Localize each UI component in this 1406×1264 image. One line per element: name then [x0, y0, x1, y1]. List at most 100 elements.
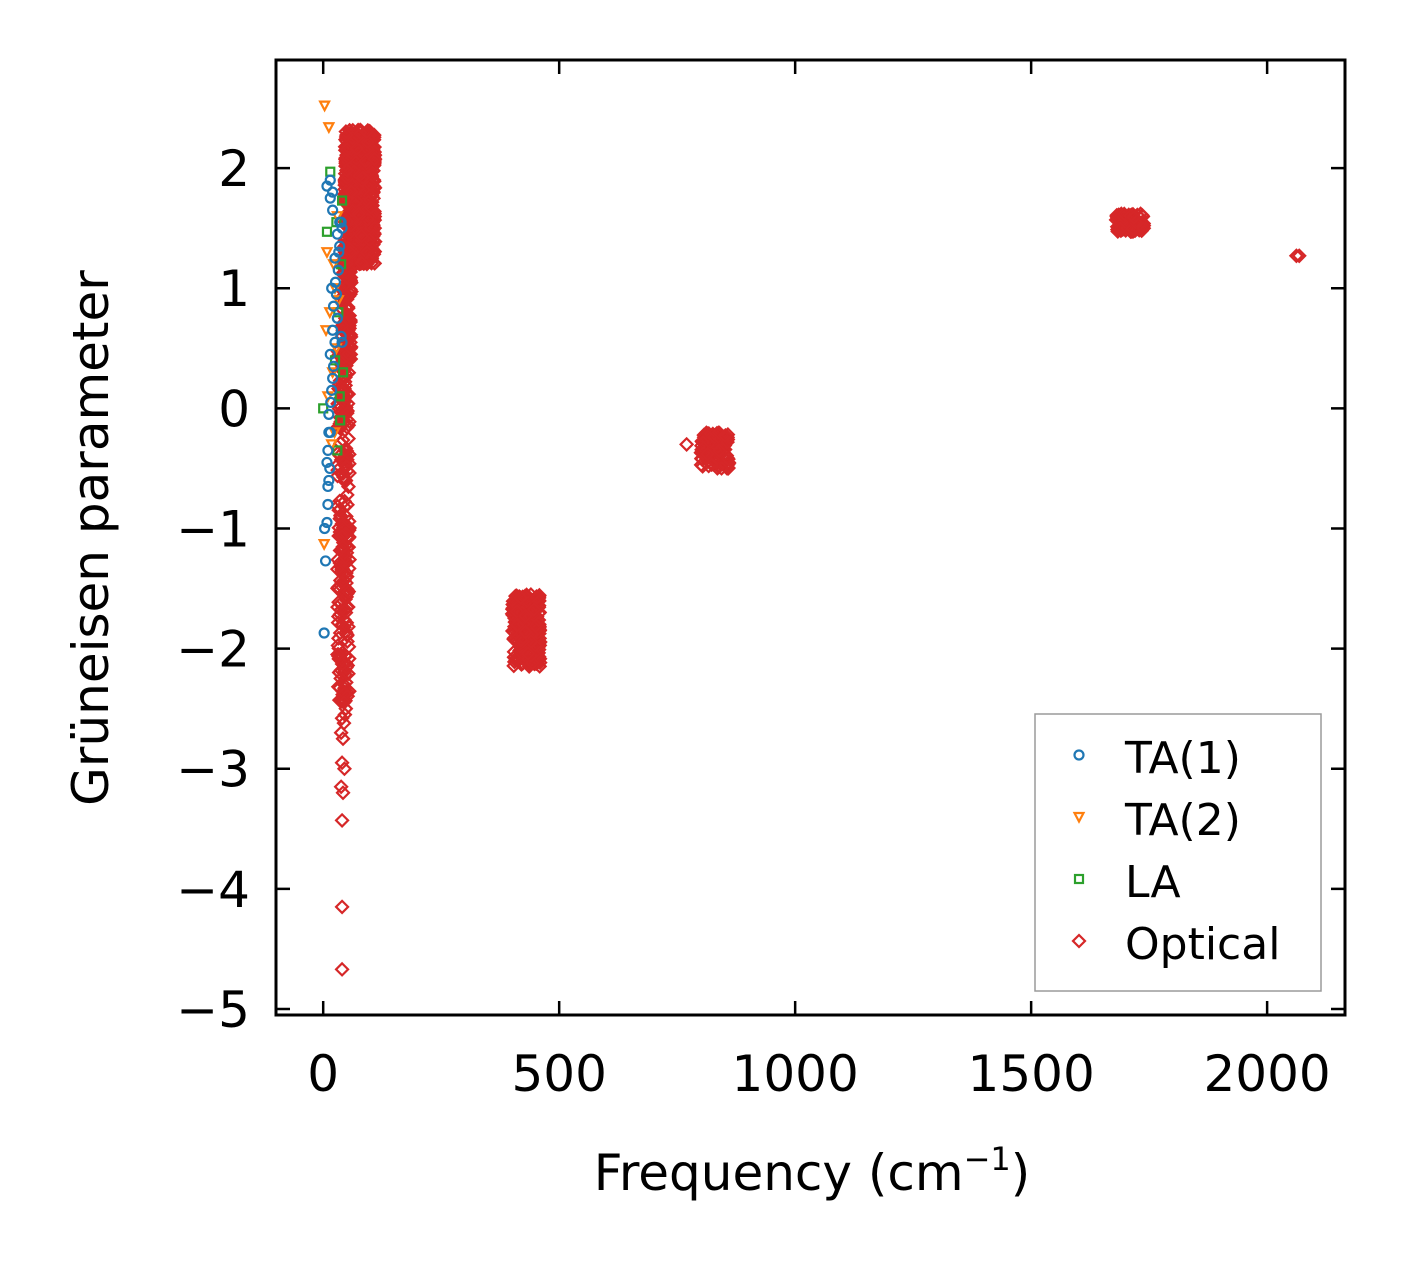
point-ta1 [336, 336, 348, 348]
point-ta2 [320, 247, 334, 260]
point-la [321, 226, 333, 237]
point-optical-cluster2 [348, 151, 365, 167]
point-optical-cluster2 [356, 128, 372, 145]
point-optical-cluster2 [351, 206, 367, 222]
point-optical-cluster5 [1136, 220, 1152, 236]
point-optical [335, 785, 351, 801]
point-optical-cluster3 [526, 602, 542, 618]
point-optical-cluster0 [339, 497, 355, 513]
point-optical-cluster4 [719, 460, 735, 476]
point-optical-cluster0 [332, 555, 348, 571]
point-optical-cluster5 [1126, 210, 1142, 226]
point-ta2 [330, 343, 343, 356]
y-tick-label: 2 [218, 140, 250, 198]
point-optical-cluster4 [703, 456, 720, 473]
point-optical-cluster0 [338, 458, 355, 475]
point-optical-cluster0 [339, 487, 355, 503]
point-optical-cluster0 [335, 539, 351, 555]
x-axis-label: Frequency (cm−1) [594, 1140, 1031, 1202]
legend-marker-ta2 [1072, 811, 1086, 824]
x-tick-label: 500 [511, 1045, 606, 1103]
point-optical-cluster1 [342, 340, 359, 356]
point-optical-cluster0 [331, 401, 347, 417]
axis-ticks: 0 500 1000 1500 2000 2 1 0 −1 −2 −3 −4 −5 [176, 60, 1345, 1103]
point-optical-cluster0 [331, 502, 347, 518]
legend-label-optical: Optical [1125, 919, 1280, 970]
point-la [334, 391, 345, 402]
point-optical [334, 961, 350, 977]
legend-marker-ta1 [1073, 749, 1085, 761]
point-optical-cluster2 [360, 194, 376, 210]
legend-label-ta2: TA(2) [1124, 795, 1241, 846]
plot-frame [274, 58, 1347, 1017]
point-optical-cluster1 [340, 300, 356, 316]
y-tick-label: −2 [176, 621, 250, 679]
point-optical-cluster0 [338, 366, 354, 382]
point-optical-cluster3 [517, 608, 533, 624]
point-optical-cluster0 [334, 575, 350, 591]
point-ta2 [317, 539, 331, 551]
series-ta1 [318, 174, 348, 639]
point-optical-cluster0 [336, 693, 352, 709]
point-ta1 [332, 264, 344, 276]
y-tick-label: −1 [176, 500, 250, 558]
point-optical-cluster2 [339, 162, 355, 178]
point-ta1 [324, 462, 336, 475]
point-optical-cluster1 [338, 288, 355, 304]
point-optical-cluster0 [333, 602, 349, 618]
point-optical-cluster2 [367, 151, 383, 167]
point-optical [1291, 248, 1307, 264]
point-ta1 [327, 204, 339, 216]
point-optical-cluster2 [360, 134, 376, 150]
point-ta1 [319, 555, 332, 567]
point-optical-cluster3 [527, 638, 543, 654]
point-optical [336, 761, 352, 777]
point-optical-cluster0 [332, 625, 348, 641]
point-optical-cluster3 [524, 626, 540, 642]
point-ta2 [318, 100, 331, 113]
point-ta1 [327, 324, 339, 336]
point-optical-cluster2 [354, 255, 370, 271]
point-ta1 [321, 516, 333, 529]
point-optical-cluster0 [338, 659, 354, 676]
point-optical-cluster3 [506, 649, 522, 665]
point-ta1 [336, 222, 348, 234]
point-optical-cluster5 [1113, 221, 1129, 237]
legend-label-ta1: TA(1) [1124, 733, 1241, 784]
point-ta1 [327, 372, 339, 384]
point-ta1 [324, 174, 336, 186]
point-optical-cluster0 [336, 415, 352, 431]
point-la [325, 166, 336, 177]
point-optical-cluster1 [342, 308, 358, 324]
point-optical-cluster3 [529, 589, 545, 605]
data-points [317, 100, 1307, 977]
point-optical-cluster0 [334, 525, 350, 541]
point-ta1 [335, 330, 347, 342]
point-optical-cluster3 [517, 588, 533, 604]
legend-marker-la [1073, 873, 1085, 885]
point-optical-cluster1 [334, 289, 350, 305]
point-ta1 [324, 192, 336, 204]
point-optical-cluster0 [341, 560, 357, 577]
y-tick-label: 1 [218, 260, 250, 318]
point-ta1 [323, 408, 335, 420]
point-optical [333, 725, 349, 741]
point-ta1 [319, 522, 331, 535]
point-optical-cluster2 [343, 184, 359, 200]
point-optical-cluster2 [354, 228, 370, 244]
point-optical [334, 812, 350, 828]
point-ta1 [334, 240, 346, 252]
point-ta1 [322, 498, 334, 511]
point-ta1 [322, 444, 334, 457]
point-optical-cluster0 [341, 513, 357, 529]
y-tick-label: −5 [176, 981, 250, 1039]
point-ta1 [327, 300, 340, 312]
point-optical-cluster4 [709, 460, 725, 476]
point-optical-cluster2 [349, 193, 365, 209]
point-optical-cluster0 [330, 599, 346, 615]
x-tick-label: 0 [307, 1045, 339, 1103]
point-ta1 [326, 384, 338, 396]
point-optical-cluster0 [330, 579, 346, 595]
legend: TA(1) TA(2) LA Optical [1034, 713, 1322, 992]
